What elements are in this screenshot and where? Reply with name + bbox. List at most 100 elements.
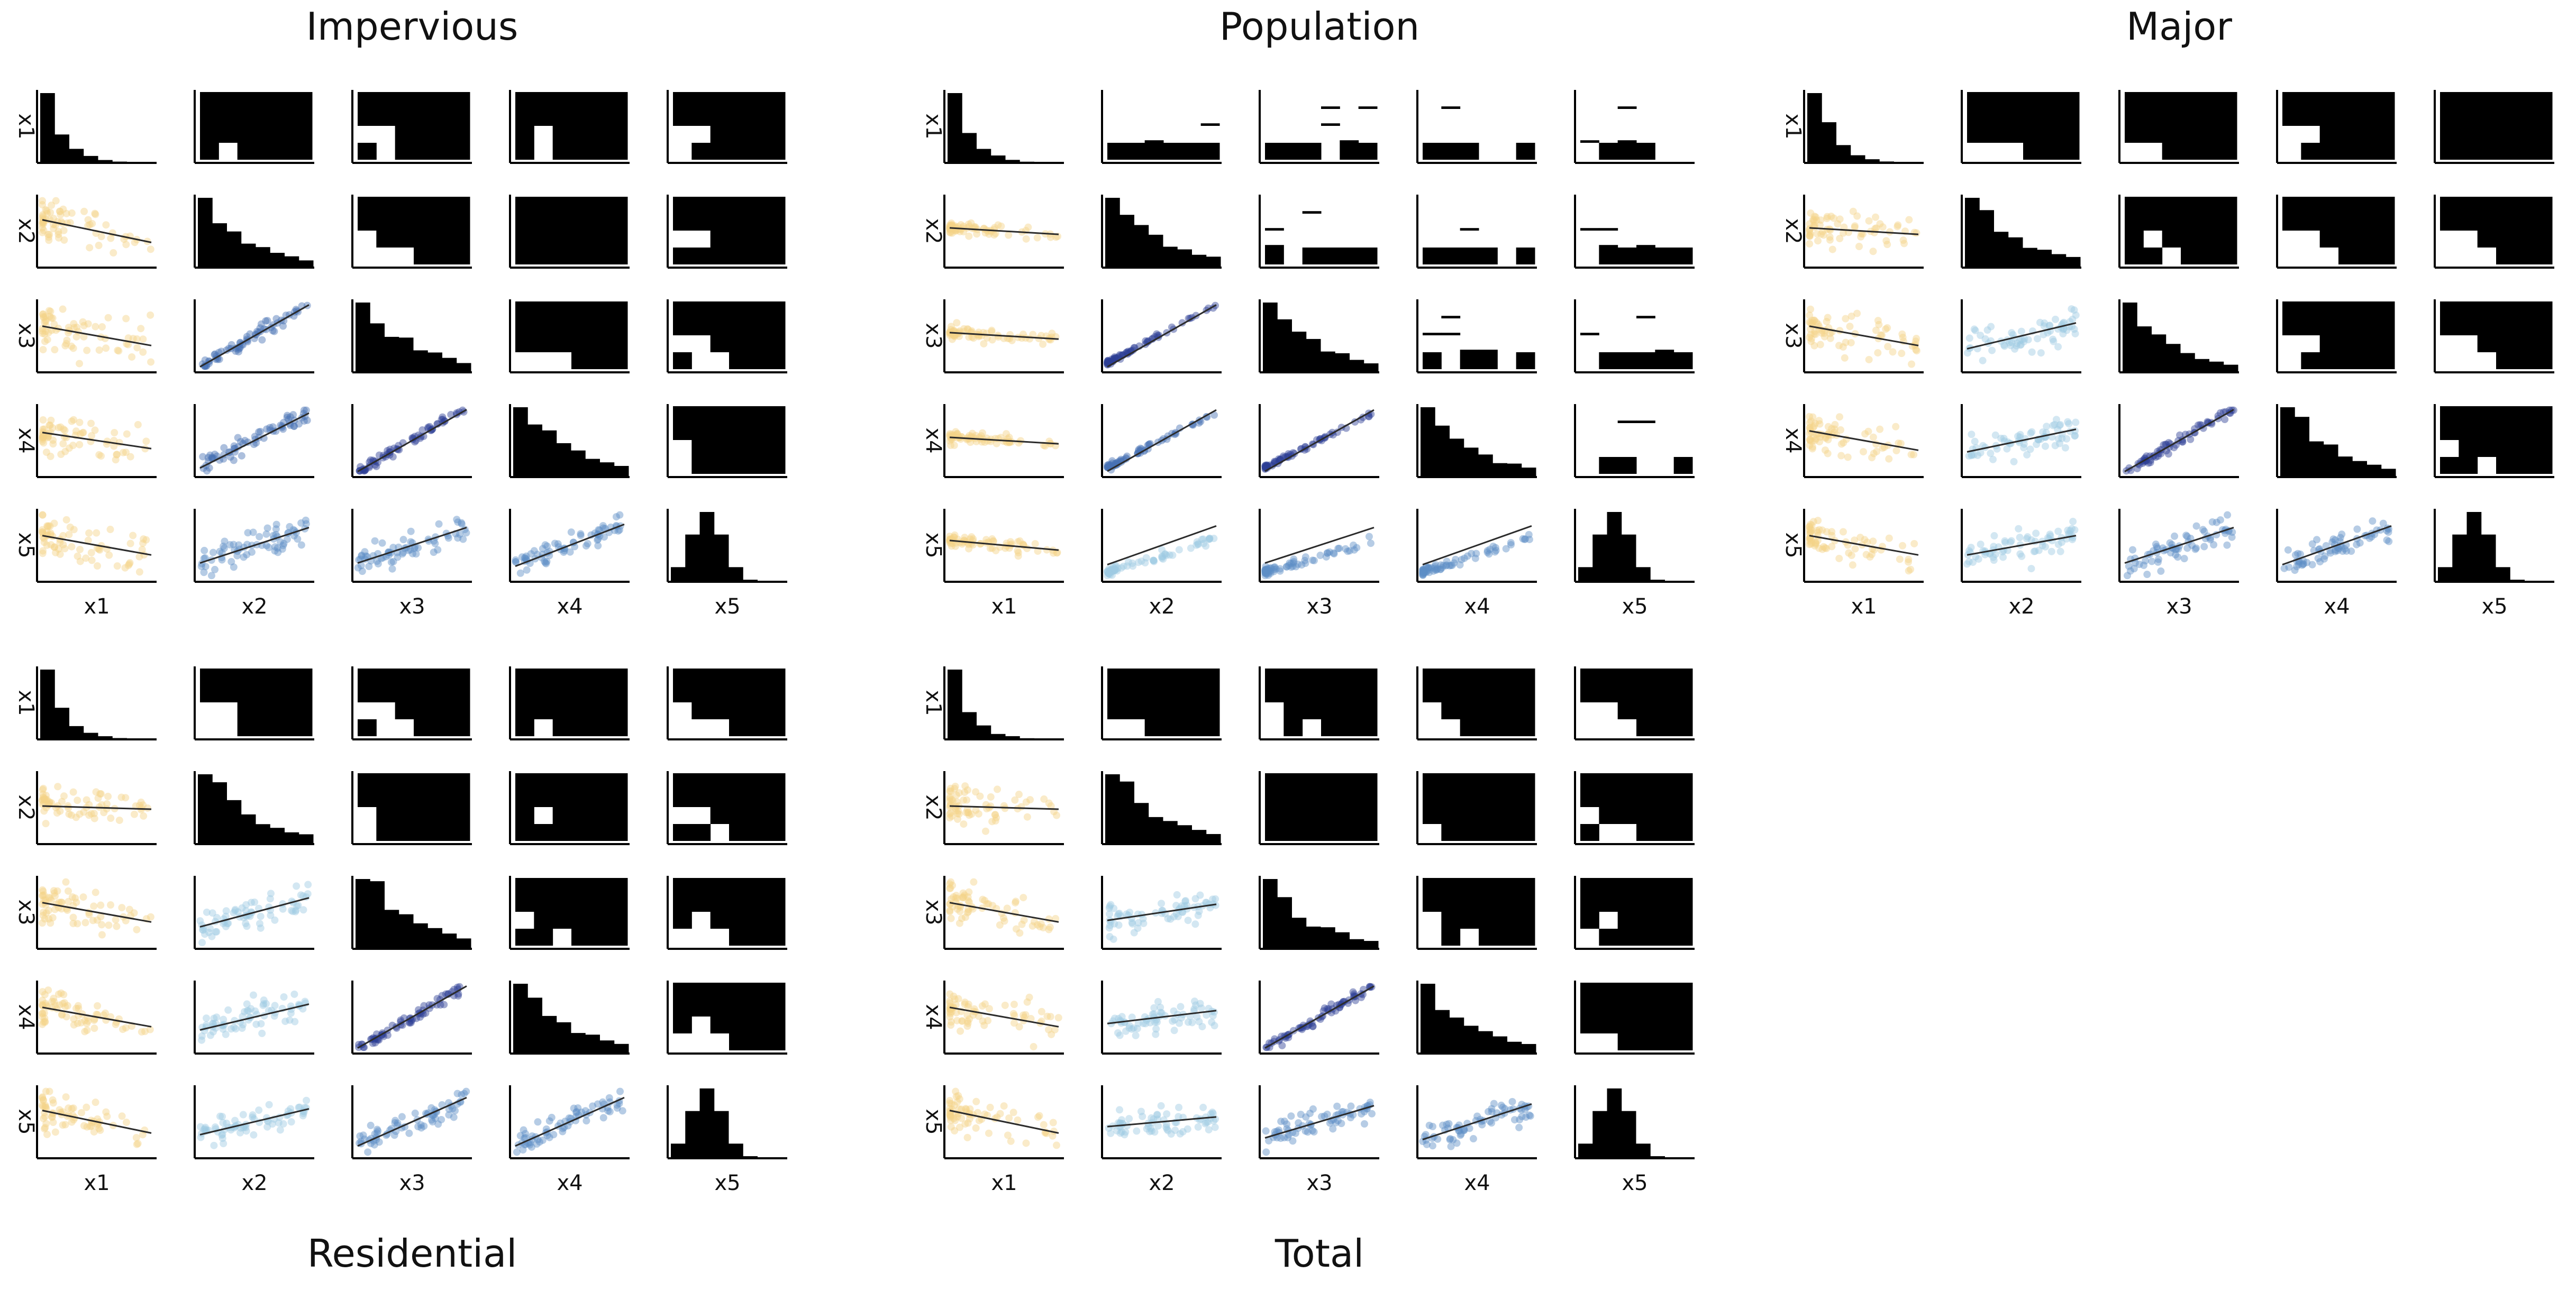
scatter-point	[2059, 330, 2067, 338]
scatter-point	[1809, 433, 1817, 441]
scatter-point	[55, 234, 63, 242]
scatter-point	[107, 901, 115, 909]
histogram-bar	[398, 914, 414, 949]
hist2d-cell	[1423, 352, 1442, 369]
scatter-point	[239, 1012, 247, 1020]
scatter-point	[203, 908, 211, 916]
hist2d-cell	[1673, 929, 1693, 946]
scatter-point	[408, 550, 416, 557]
scatter-point	[1003, 904, 1011, 912]
scatter-point	[1970, 451, 1978, 459]
scatter-point	[2331, 547, 2339, 555]
scatter-point	[2068, 525, 2076, 533]
scatter-point	[2369, 517, 2377, 525]
scatter-point	[950, 992, 958, 1000]
scatter-point	[1261, 462, 1269, 470]
scatter-point	[206, 1031, 214, 1039]
hist2d-cell	[1302, 773, 1322, 790]
hist2d-cell	[2459, 301, 2478, 318]
scatter-point	[1128, 1025, 1136, 1033]
hist2d-cell	[710, 773, 730, 790]
hist2d-cell	[358, 719, 377, 736]
scatter-point	[950, 533, 958, 541]
hist2d-cell	[1107, 685, 1126, 702]
scatter-point	[1014, 552, 1022, 560]
hist2d-cell	[376, 773, 396, 790]
hist2d-cell	[748, 423, 767, 440]
hist2d-cell	[2042, 92, 2061, 109]
hist2d-cell	[2060, 126, 2080, 143]
hist2d-cell	[1636, 248, 1655, 264]
hist2d-cell	[1673, 773, 1693, 790]
hist2d-cell	[2125, 109, 2144, 126]
y-variable-label: x1	[14, 690, 38, 716]
hist2d-cell	[729, 719, 748, 736]
hist2d-cell	[2319, 126, 2339, 143]
scatter-point	[48, 799, 56, 807]
hist2d-cell	[691, 685, 711, 702]
scatter-point	[110, 442, 118, 450]
scatter-point	[1298, 561, 1306, 569]
hist2d-cell	[1340, 702, 1359, 719]
hist2d-cell	[766, 197, 786, 214]
hist2d-cell	[1516, 895, 1535, 912]
scatter-point	[2228, 533, 2236, 541]
scatter-point	[1808, 437, 1816, 445]
scatter-point	[265, 544, 273, 552]
scatter-point	[964, 908, 972, 916]
scatter-point	[946, 900, 954, 908]
hist2d-cell	[293, 702, 313, 719]
hist2d-cell	[2533, 440, 2553, 457]
regression-line	[949, 332, 1059, 340]
scatter-point	[948, 542, 955, 550]
hist2d-cell	[275, 702, 294, 719]
hist2d-cell	[432, 773, 452, 790]
scatter-point	[219, 1025, 227, 1033]
regression-line	[949, 436, 1059, 445]
scatter-point	[1205, 535, 1213, 543]
scatter-point	[445, 1105, 453, 1113]
hist2d-cell	[729, 197, 748, 214]
scatter-point	[1424, 564, 1432, 572]
scatter-point	[946, 797, 954, 805]
scatter-point	[89, 917, 97, 924]
scatter-point	[964, 905, 972, 913]
scatter-point	[946, 900, 954, 908]
hist2d-cell	[1321, 669, 1340, 685]
hist2d-cell	[608, 685, 628, 702]
scatter-point	[1109, 563, 1117, 571]
hist2d-cell	[2319, 143, 2339, 160]
scatter-point	[112, 1020, 120, 1028]
scatter-point	[554, 540, 562, 548]
scatter-point	[952, 807, 960, 814]
hist2d-cell	[2357, 248, 2377, 264]
scatter-point	[2208, 420, 2216, 428]
hist2d-cell	[1423, 807, 1442, 824]
scatter-point	[1210, 411, 1218, 419]
hist2d-cell	[1302, 790, 1322, 807]
scatter-point	[2183, 544, 2191, 552]
scatter-point	[1468, 550, 1476, 557]
scatter-point	[526, 1141, 534, 1149]
scatter-point	[1806, 220, 1814, 228]
subplot-x1-x4	[1416, 90, 1537, 164]
scatter-point	[966, 432, 973, 440]
hist2d-cell	[571, 301, 590, 318]
scatter-point	[244, 529, 252, 537]
scatter-point	[299, 1110, 307, 1118]
scatter-point	[1353, 544, 1361, 552]
hist2d-cell	[2319, 301, 2339, 318]
scatter-point	[1167, 915, 1175, 923]
scatter-point	[1263, 566, 1271, 574]
scatter-point	[965, 811, 973, 819]
hist2d-cell	[2496, 109, 2515, 126]
hist2d-cell	[1617, 807, 1637, 824]
scatter-point	[1190, 997, 1198, 1005]
scatter-point	[2165, 438, 2173, 446]
hist2d-cell	[219, 685, 238, 702]
scatter-point	[1969, 559, 1977, 566]
hist2d-cell	[1441, 702, 1461, 719]
scatter-point	[39, 786, 47, 794]
hist2d-cell	[1284, 143, 1303, 160]
scatter-point	[76, 810, 84, 818]
